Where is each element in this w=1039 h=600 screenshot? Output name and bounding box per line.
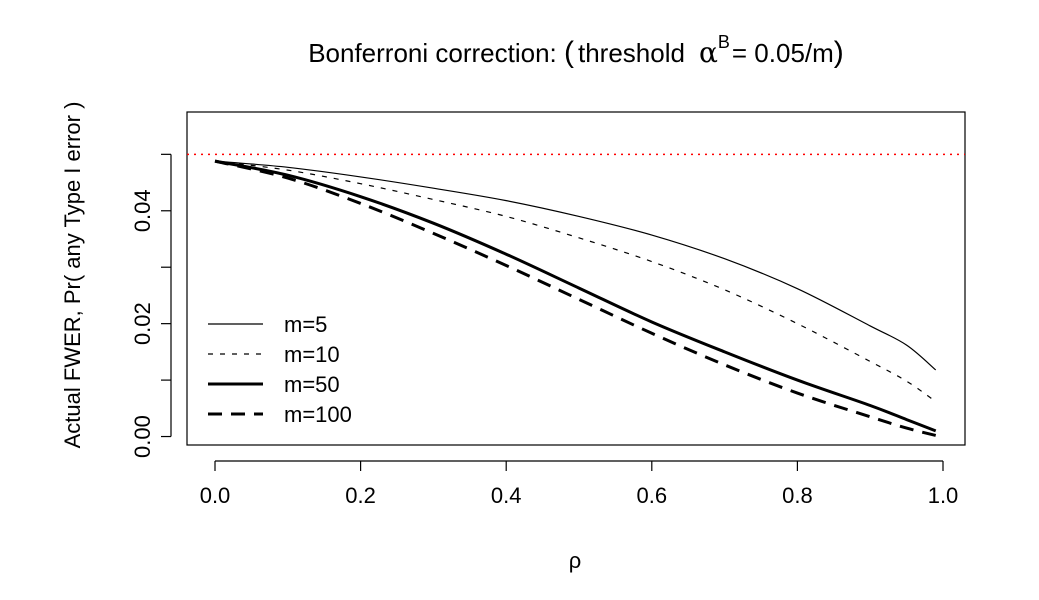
chart-title: Bonferroni correction: (threshold αB= 0.0… [308, 32, 844, 69]
y-tick-label: 0.02 [130, 302, 155, 345]
series-line-m-50 [214, 159, 937, 433]
x-tick-label: 0.2 [345, 483, 376, 508]
series-line-m-100 [214, 159, 937, 437]
y-axis-label: Actual FWER, Pr( any Type I error ) [60, 102, 85, 449]
y-tick-label: 0.04 [130, 189, 155, 232]
legend-label: m=10 [284, 342, 340, 367]
series-line-m-5 [214, 160, 937, 371]
legend-label: m=5 [284, 312, 327, 337]
x-tick-label: 0.4 [491, 483, 522, 508]
legend-label: m=50 [284, 372, 340, 397]
series-group [214, 159, 937, 437]
x-tick-label: 0.0 [200, 483, 231, 508]
legend: m=5 m=10 m=50 m=100 [208, 312, 352, 427]
y-tick-label: 0.00 [130, 415, 155, 458]
x-tick-label: 0.6 [637, 483, 668, 508]
x-axis: 0.0 0.2 0.4 0.6 0.8 1.0 [200, 460, 959, 508]
x-axis-label: ρ [569, 548, 582, 573]
plot-area-border [186, 111, 966, 446]
x-tick-label: 1.0 [928, 483, 959, 508]
x-tick-label: 0.8 [782, 483, 813, 508]
legend-label: m=100 [284, 402, 352, 427]
y-axis: 0.00 0.02 0.04 [130, 153, 172, 458]
